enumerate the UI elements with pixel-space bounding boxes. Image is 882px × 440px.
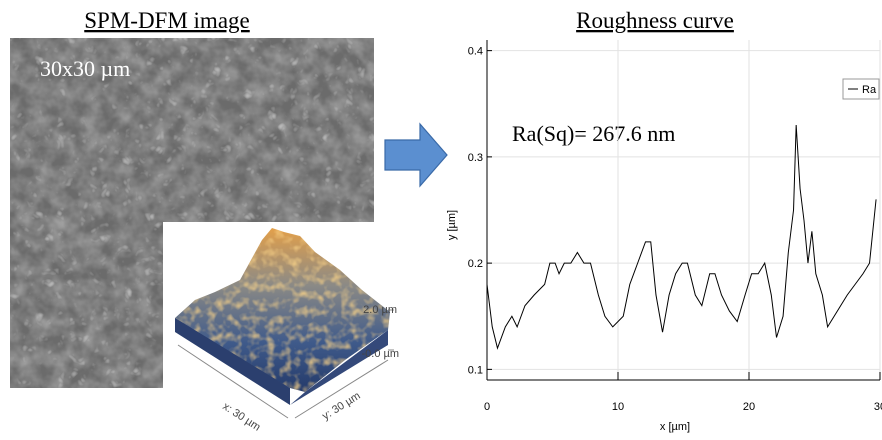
legend-label: Ra	[862, 84, 877, 96]
y-tick-label: 0.3	[468, 152, 483, 164]
annotation: Ra(Sq)= 267.6 nm	[512, 121, 675, 146]
inset-3d	[163, 222, 400, 440]
x-tick-label: 10	[612, 401, 624, 413]
legend: Ra	[842, 78, 880, 100]
chart-title: Roughness curve	[576, 8, 734, 33]
inset-z-bottom: -0.0 µm	[361, 348, 399, 360]
y-axis-label: y [µm]	[446, 210, 458, 240]
x-tick-label: 20	[743, 401, 755, 413]
y-tick-label: 0.4	[468, 46, 483, 58]
scale-label: 30x30 µm	[40, 56, 130, 81]
y-tick-label: 0.2	[468, 258, 483, 270]
panel-title: SPM-DFM image	[84, 8, 250, 33]
x-tick-label: 30	[874, 401, 882, 413]
arrow	[384, 122, 448, 188]
inset-z-top: 2.0 µm	[363, 304, 397, 316]
x-tick-label: 0	[484, 401, 490, 413]
y-tick-label: 0.1	[468, 364, 483, 376]
x-axis-label: x [µm]	[660, 421, 690, 433]
afm-image	[10, 38, 374, 388]
line-series	[486, 124, 877, 350]
